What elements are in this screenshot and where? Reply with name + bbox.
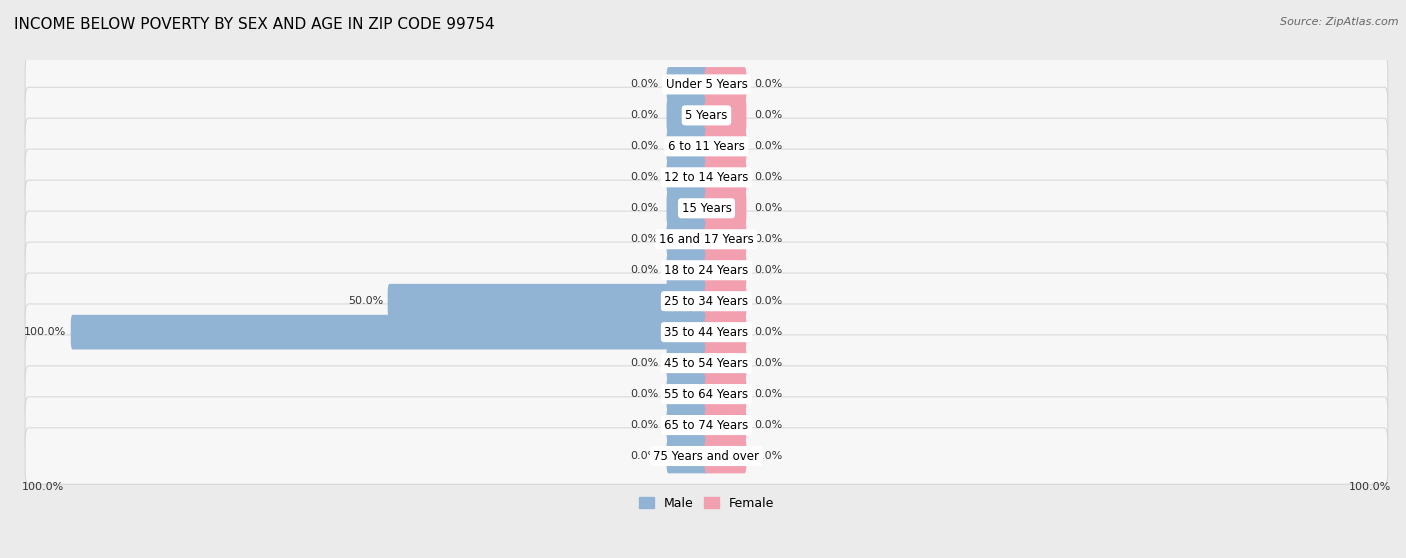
Text: 0.0%: 0.0% bbox=[754, 79, 782, 89]
FancyBboxPatch shape bbox=[25, 87, 1388, 143]
FancyBboxPatch shape bbox=[704, 284, 747, 319]
FancyBboxPatch shape bbox=[666, 222, 709, 257]
Text: 12 to 14 Years: 12 to 14 Years bbox=[664, 171, 748, 184]
Text: 0.0%: 0.0% bbox=[754, 265, 782, 275]
FancyBboxPatch shape bbox=[704, 346, 747, 381]
Text: Source: ZipAtlas.com: Source: ZipAtlas.com bbox=[1281, 17, 1399, 27]
Text: 0.0%: 0.0% bbox=[754, 296, 782, 306]
Text: 0.0%: 0.0% bbox=[754, 389, 782, 399]
FancyBboxPatch shape bbox=[70, 315, 709, 349]
Text: 25 to 34 Years: 25 to 34 Years bbox=[665, 295, 748, 307]
FancyBboxPatch shape bbox=[25, 304, 1388, 360]
FancyBboxPatch shape bbox=[704, 253, 747, 287]
Text: 5 Years: 5 Years bbox=[685, 109, 728, 122]
Text: 0.0%: 0.0% bbox=[754, 234, 782, 244]
Text: 0.0%: 0.0% bbox=[631, 203, 659, 213]
FancyBboxPatch shape bbox=[25, 180, 1388, 237]
Text: 0.0%: 0.0% bbox=[754, 451, 782, 461]
FancyBboxPatch shape bbox=[704, 129, 747, 163]
FancyBboxPatch shape bbox=[666, 377, 709, 411]
FancyBboxPatch shape bbox=[704, 439, 747, 473]
FancyBboxPatch shape bbox=[666, 439, 709, 473]
FancyBboxPatch shape bbox=[666, 253, 709, 287]
FancyBboxPatch shape bbox=[25, 335, 1388, 391]
Text: Under 5 Years: Under 5 Years bbox=[665, 78, 748, 91]
FancyBboxPatch shape bbox=[25, 273, 1388, 329]
Text: 50.0%: 50.0% bbox=[347, 296, 384, 306]
Text: 100.0%: 100.0% bbox=[24, 327, 66, 337]
FancyBboxPatch shape bbox=[704, 67, 747, 102]
FancyBboxPatch shape bbox=[704, 408, 747, 442]
FancyBboxPatch shape bbox=[666, 191, 709, 225]
FancyBboxPatch shape bbox=[666, 346, 709, 381]
Text: 0.0%: 0.0% bbox=[754, 420, 782, 430]
Text: 0.0%: 0.0% bbox=[754, 327, 782, 337]
FancyBboxPatch shape bbox=[25, 428, 1388, 484]
Text: 100.0%: 100.0% bbox=[22, 482, 65, 492]
Text: 65 to 74 Years: 65 to 74 Years bbox=[665, 418, 748, 431]
Text: INCOME BELOW POVERTY BY SEX AND AGE IN ZIP CODE 99754: INCOME BELOW POVERTY BY SEX AND AGE IN Z… bbox=[14, 17, 495, 32]
FancyBboxPatch shape bbox=[25, 149, 1388, 205]
Text: 15 Years: 15 Years bbox=[682, 202, 731, 215]
FancyBboxPatch shape bbox=[704, 160, 747, 195]
FancyBboxPatch shape bbox=[704, 222, 747, 257]
Text: 16 and 17 Years: 16 and 17 Years bbox=[659, 233, 754, 246]
Text: 0.0%: 0.0% bbox=[754, 358, 782, 368]
Text: 0.0%: 0.0% bbox=[631, 234, 659, 244]
Text: 0.0%: 0.0% bbox=[754, 110, 782, 121]
FancyBboxPatch shape bbox=[666, 98, 709, 133]
Text: 0.0%: 0.0% bbox=[631, 110, 659, 121]
Text: 0.0%: 0.0% bbox=[754, 172, 782, 182]
Text: 0.0%: 0.0% bbox=[754, 203, 782, 213]
Text: 18 to 24 Years: 18 to 24 Years bbox=[665, 264, 748, 277]
FancyBboxPatch shape bbox=[25, 56, 1388, 113]
FancyBboxPatch shape bbox=[25, 211, 1388, 267]
FancyBboxPatch shape bbox=[25, 366, 1388, 422]
Text: 0.0%: 0.0% bbox=[631, 358, 659, 368]
FancyBboxPatch shape bbox=[704, 98, 747, 133]
FancyBboxPatch shape bbox=[666, 160, 709, 195]
FancyBboxPatch shape bbox=[704, 377, 747, 411]
FancyBboxPatch shape bbox=[25, 242, 1388, 299]
Legend: Male, Female: Male, Female bbox=[634, 492, 779, 515]
FancyBboxPatch shape bbox=[666, 129, 709, 163]
Text: 75 Years and over: 75 Years and over bbox=[654, 450, 759, 463]
Text: 0.0%: 0.0% bbox=[631, 172, 659, 182]
FancyBboxPatch shape bbox=[25, 118, 1388, 175]
FancyBboxPatch shape bbox=[704, 315, 747, 349]
Text: 0.0%: 0.0% bbox=[631, 420, 659, 430]
FancyBboxPatch shape bbox=[25, 397, 1388, 453]
FancyBboxPatch shape bbox=[388, 284, 709, 319]
Text: 0.0%: 0.0% bbox=[631, 141, 659, 151]
Text: 0.0%: 0.0% bbox=[631, 265, 659, 275]
Text: 0.0%: 0.0% bbox=[754, 141, 782, 151]
Text: 0.0%: 0.0% bbox=[631, 451, 659, 461]
FancyBboxPatch shape bbox=[704, 191, 747, 225]
Text: 45 to 54 Years: 45 to 54 Years bbox=[665, 357, 748, 369]
Text: 0.0%: 0.0% bbox=[631, 389, 659, 399]
Text: 35 to 44 Years: 35 to 44 Years bbox=[665, 326, 748, 339]
FancyBboxPatch shape bbox=[666, 67, 709, 102]
FancyBboxPatch shape bbox=[666, 408, 709, 442]
Text: 0.0%: 0.0% bbox=[631, 79, 659, 89]
Text: 55 to 64 Years: 55 to 64 Years bbox=[665, 388, 748, 401]
Text: 100.0%: 100.0% bbox=[1348, 482, 1391, 492]
Text: 6 to 11 Years: 6 to 11 Years bbox=[668, 140, 745, 153]
